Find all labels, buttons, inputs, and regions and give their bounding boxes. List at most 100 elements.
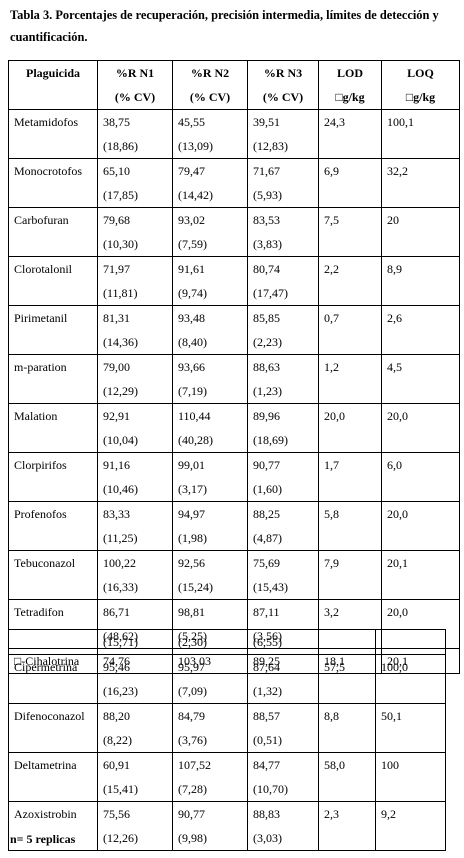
- header-lod: LOD □g/kg: [318, 60, 382, 110]
- table-row: Malation 92,91 (10,04) 110,44 (40,28) 89,96 (1…: [8, 403, 460, 453]
- table-row: Tebuconazol 100,22 (16,33) 92,56 (15,24) 75,6…: [8, 550, 460, 600]
- cell-r-n3: 89,96 (18,69): [247, 403, 319, 453]
- header-plaguicida: Plaguicida: [8, 60, 98, 110]
- cell-r-n2: 91,61 (9,74): [172, 256, 248, 306]
- table-row: Carbofuran 79,68 (10,30) 93,02 (7,59) 83,53 (3…: [8, 207, 460, 257]
- table-row: Metamidofos 38,75 (18,86) 45,55 (13,09) 39,51…: [8, 109, 460, 159]
- cell-plaguicida: Difenoconazol: [8, 703, 98, 753]
- cell-cv2: (2,30): [172, 629, 248, 655]
- cell-r-n1: 79,00 (12,29): [97, 354, 173, 404]
- table-row: Monocrotofos 65,10 (17,85) 79,47 (14,42) 71,6…: [8, 158, 460, 208]
- cell-lod: 0,7: [318, 305, 382, 355]
- header-r-n3: %R N3 (% CV): [247, 60, 319, 110]
- table-row: Profenofos 83,33 (11,25) 94,97 (1,98) 88,25 (4…: [8, 501, 460, 551]
- table-row: Deltametrina 60,91 (15,41) 107,52 (7,28) 84,7…: [8, 752, 446, 802]
- cell-r-n1: 60,91 (15,41): [97, 752, 173, 802]
- table-row: Azoxistrobin 75,56 (12,26) 90,77 (9,98) 88,83…: [8, 801, 446, 851]
- cell-plaguicida: Clorpirifos: [8, 452, 98, 502]
- cell-lod: 7,5: [318, 207, 382, 257]
- header-r-n2: %R N2 (% CV): [172, 60, 248, 110]
- table-row: Pirimetanil 81,31 (14,36) 93,48 (8,40) 85,85(…: [8, 305, 460, 355]
- cell-plaguicida: Tebuconazol: [8, 550, 98, 600]
- cell-r-n3: 88,25 (4,87): [247, 501, 319, 551]
- cell-cv3: (6,55): [247, 629, 319, 655]
- cell-r-n3: 88,57 (0,51): [247, 703, 319, 753]
- cell-lod: [318, 629, 376, 655]
- cell-r-n2: 107,52 (7,28): [172, 752, 248, 802]
- cell-cv1: (15,71): [97, 629, 173, 655]
- cell-r-n2: 93,66 (7,19): [172, 354, 248, 404]
- cell-plaguicida: Pirimetanil: [8, 305, 98, 355]
- cell-r-n2: 90,77 (9,98): [172, 801, 248, 851]
- cell-r-n3: 75,69 (15,43): [247, 550, 319, 600]
- cell-loq: [375, 629, 446, 655]
- cell-r-n1: 92,91 (10,04): [97, 403, 173, 453]
- cell-loq: 8,9: [381, 256, 460, 306]
- header-row: Plaguicida %R N1 (% CV) %R N2 (% CV) %R N3…: [8, 60, 460, 110]
- cell-lod: 1,7: [318, 452, 382, 502]
- cell-lod: 2,2: [318, 256, 382, 306]
- table-row: Clorotalonil 71,97 (11,81) 91,61 (9,74) 80,74…: [8, 256, 460, 306]
- cell-loq: 100,1: [381, 109, 460, 159]
- cell-lod: 2,3: [318, 801, 376, 851]
- cell-r-n3: 90,77 (1,60): [247, 452, 319, 502]
- cell-r-n3: 83,53 (3,83): [247, 207, 319, 257]
- cell-r-n1: 95,46 (16,23): [97, 654, 173, 704]
- table-row: Clorpirifos 91,16 (10,46) 99,01 (3,17) 90,77(…: [8, 452, 460, 502]
- cell-r-n1: 71,97 (11,81): [97, 256, 173, 306]
- cell-loq: 2,6: [381, 305, 460, 355]
- cell-loq: 6,0: [381, 452, 460, 502]
- table-row: Cipermetrina 95,46 (16,23) 95,97 (7,09) 87,64…: [8, 654, 446, 704]
- cell-lod: 7,9: [318, 550, 382, 600]
- cell-loq: 9,2: [375, 801, 446, 851]
- cell-r-n1: 83,33 (11,25): [97, 501, 173, 551]
- cell-loq: 20: [381, 207, 460, 257]
- cell-r-n3: 80,74 (17,47): [247, 256, 319, 306]
- cell-r-n1: 65,10 (17,85): [97, 158, 173, 208]
- cell-lod: 1,2: [318, 354, 382, 404]
- cell-plaguicida: Metamidofos: [8, 109, 98, 159]
- cell-plaguicida: [8, 629, 98, 655]
- cell-loq: 32,2: [381, 158, 460, 208]
- cell-plaguicida: Azoxistrobin: [8, 801, 98, 851]
- table-row: Difenoconazol 88,20 (8,22) 84,79 (3,76) 88,57…: [8, 703, 446, 753]
- cell-r-n2: 110,44 (40,28): [172, 403, 248, 453]
- cell-r-n2: 84,79 (3,76): [172, 703, 248, 753]
- cell-r-n2: 92,56 (15,24): [172, 550, 248, 600]
- cell-loq: 100,0: [375, 654, 446, 704]
- cell-loq: 20,0: [381, 403, 460, 453]
- cell-r-n1: 75,56 (12,26): [97, 801, 173, 851]
- header-loq: LOQ □g/kg: [381, 60, 460, 110]
- cell-plaguicida: Deltametrina: [8, 752, 98, 802]
- cell-r-n2: 99,01 (3,17): [172, 452, 248, 502]
- table-row-continuation: (15,71) (2,30) (6,55): [8, 629, 446, 655]
- cell-loq: 50,1: [375, 703, 446, 753]
- header-r-n1: %R N1 (% CV): [97, 60, 173, 110]
- cell-plaguicida: Clorotalonil: [8, 256, 98, 306]
- cell-r-n1: 88,20 (8,22): [97, 703, 173, 753]
- cell-r-n1: 91,16 (10,46): [97, 452, 173, 502]
- cell-loq: 20,1: [381, 550, 460, 600]
- cell-r-n2: 94,97 (1,98): [172, 501, 248, 551]
- cell-r-n3: 84,77 (10,70): [247, 752, 319, 802]
- cell-loq: 20,0: [381, 501, 460, 551]
- cell-r-n2: 93,48 (8,40): [172, 305, 248, 355]
- cell-r-n3: 88,63 (1,23): [247, 354, 319, 404]
- cell-loq: 4,5: [381, 354, 460, 404]
- cell-r-n3: 85,85 (2,23): [247, 305, 319, 355]
- cell-lod: 6,9: [318, 158, 382, 208]
- cell-plaguicida: Monocrotofos: [8, 158, 98, 208]
- cell-plaguicida: Carbofuran: [8, 207, 98, 257]
- table-row: m-paration 79,00 (12,29) 93,66 (7,19) 88,63 (1…: [8, 354, 460, 404]
- cell-lod: 8,8: [318, 703, 376, 753]
- cell-lod: 57,5: [318, 654, 376, 704]
- cell-r-n3: 71,67 (5,93): [247, 158, 319, 208]
- cell-lod: 20,0: [318, 403, 382, 453]
- results-table-continued: (15,71) (2,30) (6,55) Cipermetrina 95,46(…: [8, 629, 446, 851]
- cell-plaguicida: Profenofos: [8, 501, 98, 551]
- cell-plaguicida: Cipermetrina: [8, 654, 98, 704]
- cell-r-n2: 95,97 (7,09): [172, 654, 248, 704]
- cell-plaguicida: Malation: [8, 403, 98, 453]
- cell-r-n3: 87,64 (1,32): [247, 654, 319, 704]
- cell-r-n2: 45,55 (13,09): [172, 109, 248, 159]
